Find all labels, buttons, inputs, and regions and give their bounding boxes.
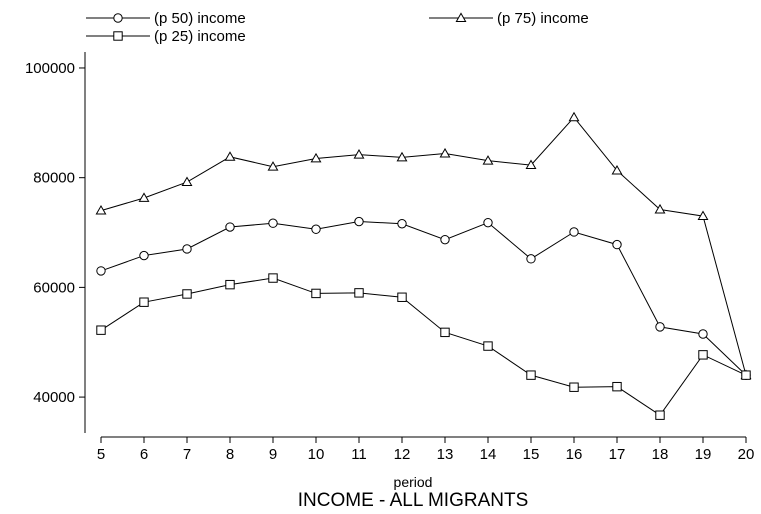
x-tick-label: 19 <box>695 446 712 463</box>
data-point <box>95 204 107 215</box>
data-point <box>483 217 493 228</box>
legend-marker <box>113 13 123 23</box>
data-point <box>96 325 106 335</box>
data-point <box>439 147 451 158</box>
data-point <box>182 244 192 254</box>
x-tick-label: 11 <box>351 446 367 463</box>
legend: (p 50) income (p 75) income (p 25) income <box>86 10 589 45</box>
data-point <box>526 254 536 264</box>
data-point <box>440 327 450 338</box>
data-point <box>182 289 192 299</box>
x-tick-label: 17 <box>609 446 626 463</box>
series-line <box>100 116 747 376</box>
data-point <box>224 151 236 161</box>
data-point <box>139 297 149 307</box>
legend-marker <box>113 31 123 41</box>
x-tick-label: 13 <box>437 446 454 463</box>
data-point <box>741 370 751 380</box>
x-tick-label: 9 <box>269 446 277 463</box>
data-point <box>354 288 364 298</box>
x-tick-label: 20 <box>738 446 755 463</box>
series-square <box>96 273 751 420</box>
data-point <box>698 350 708 360</box>
y-tick-label: 80000 <box>33 170 75 187</box>
data-point <box>225 279 235 290</box>
legend-entry: (p 50) income <box>86 10 246 27</box>
x-tick-label: 7 <box>183 446 191 463</box>
data-point <box>396 151 408 162</box>
x-tick-label: 15 <box>523 446 540 463</box>
y-tick-label: 60000 <box>33 279 75 296</box>
data-point <box>525 159 537 170</box>
series-circle <box>96 216 751 380</box>
data-point <box>310 152 322 163</box>
data-point <box>181 176 193 187</box>
legend-entry: (p 75) income <box>429 10 589 27</box>
data-point <box>268 273 278 283</box>
data-point <box>311 288 321 299</box>
data-point <box>611 164 623 175</box>
series-line <box>100 277 747 416</box>
x-tick-label: 6 <box>140 446 148 463</box>
data-point <box>697 210 709 221</box>
data-point <box>698 329 708 339</box>
legend-label: (p 75) income <box>497 10 589 27</box>
legend-label: (p 50) income <box>154 10 246 27</box>
data-point <box>311 224 321 234</box>
x-tick-label: 12 <box>394 446 411 463</box>
data-point <box>568 111 580 122</box>
x-tick-label: 5 <box>97 446 105 463</box>
data-point <box>397 292 407 302</box>
data-point <box>612 381 622 392</box>
x-tick-label: 18 <box>652 446 669 463</box>
data-point <box>268 218 278 228</box>
data-point <box>397 219 407 229</box>
x-axis-title: period <box>394 474 433 490</box>
x-tick-label: 16 <box>566 446 583 463</box>
chart-title: INCOME - ALL MIGRANTS <box>298 490 529 511</box>
legend-label: (p 25) income <box>154 28 246 45</box>
x-axis: 5 6 7 8 9 10 11 12 13 14 15 16 17 18 19 20 <box>97 436 755 463</box>
data-point <box>353 149 365 159</box>
data-point <box>569 382 579 392</box>
series-line <box>100 221 747 376</box>
data-point <box>440 234 450 245</box>
series-layer <box>95 111 752 420</box>
data-point <box>225 222 235 232</box>
data-point <box>655 322 665 332</box>
data-point <box>96 266 106 276</box>
x-tick-label: 14 <box>480 446 497 463</box>
legend-marker <box>455 12 467 22</box>
data-point <box>569 227 579 237</box>
y-tick-label: 40000 <box>33 389 75 406</box>
x-tick-label: 10 <box>308 446 325 463</box>
data-point <box>267 161 279 171</box>
data-point <box>139 250 149 261</box>
data-point <box>612 239 622 250</box>
data-point <box>138 192 150 202</box>
data-point <box>654 203 666 214</box>
legend-entry: (p 25) income <box>86 28 246 45</box>
data-point <box>526 370 536 380</box>
y-tick-label: 100000 <box>25 60 75 77</box>
y-axis: 40000 60000 80000 100000 <box>25 52 86 433</box>
data-point <box>482 155 494 165</box>
x-tick-label: 8 <box>226 446 234 463</box>
data-point <box>483 341 493 351</box>
data-point <box>655 410 665 420</box>
data-point <box>354 216 364 227</box>
